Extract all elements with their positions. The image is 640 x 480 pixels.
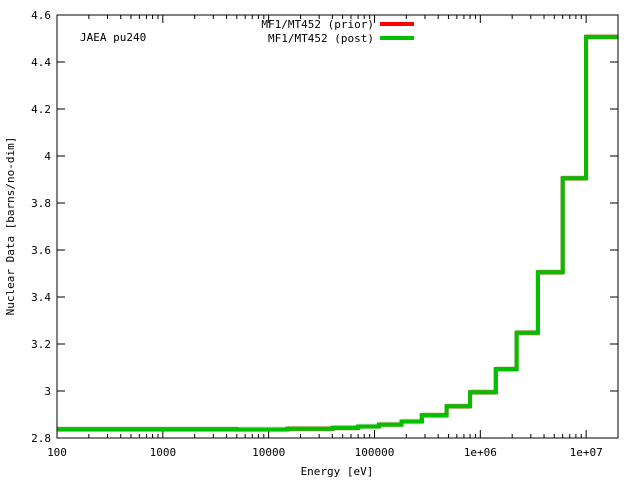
y-tick-label: 2.8	[31, 432, 51, 445]
y-tick-label: 3.6	[31, 244, 51, 257]
y-tick-label: 3.8	[31, 197, 51, 210]
x-tick-label: 1e+07	[570, 446, 603, 459]
plot-frame	[56, 14, 619, 439]
legend-label-prior: MF1/MT452 (prior)	[261, 18, 374, 31]
series-line-post	[57, 34, 618, 432]
y-tick-label: 3.2	[31, 338, 51, 351]
annotation-label: JAEA pu240	[80, 31, 146, 44]
y-tick-label: 4.4	[31, 56, 51, 69]
x-tick-label: 1e+06	[464, 446, 497, 459]
ticks-layer: 2.8 3 3.2 3.4 3.6 3.8 4 4.2 4.4 4.6 100 1000 10000 10…	[31, 9, 618, 459]
x-tick-label: 10000	[252, 446, 285, 459]
x-axis-label: Energy [eV]	[301, 465, 374, 478]
legend-label-post: MF1/MT452 (post)	[268, 32, 374, 45]
series-layer	[57, 34, 618, 432]
x-tick-label: 1000	[150, 446, 177, 459]
y-tick-label: 3.4	[31, 291, 51, 304]
y-tick-label: 3	[44, 385, 51, 398]
x-tick-label: 100	[47, 446, 67, 459]
y-tick-label: 4.2	[31, 103, 51, 116]
y-tick-label: 4	[44, 150, 51, 163]
legend: MF1/MT452 (prior) MF1/MT452 (post)	[261, 18, 414, 45]
series-line-prior	[57, 34, 618, 432]
x-tick-label: 100000	[355, 446, 395, 459]
uncertainty-bands	[57, 33, 618, 433]
y-axis-label: Nuclear Data [barns/no-dim]	[4, 137, 17, 316]
y-tick-label: 4.6	[31, 9, 51, 22]
